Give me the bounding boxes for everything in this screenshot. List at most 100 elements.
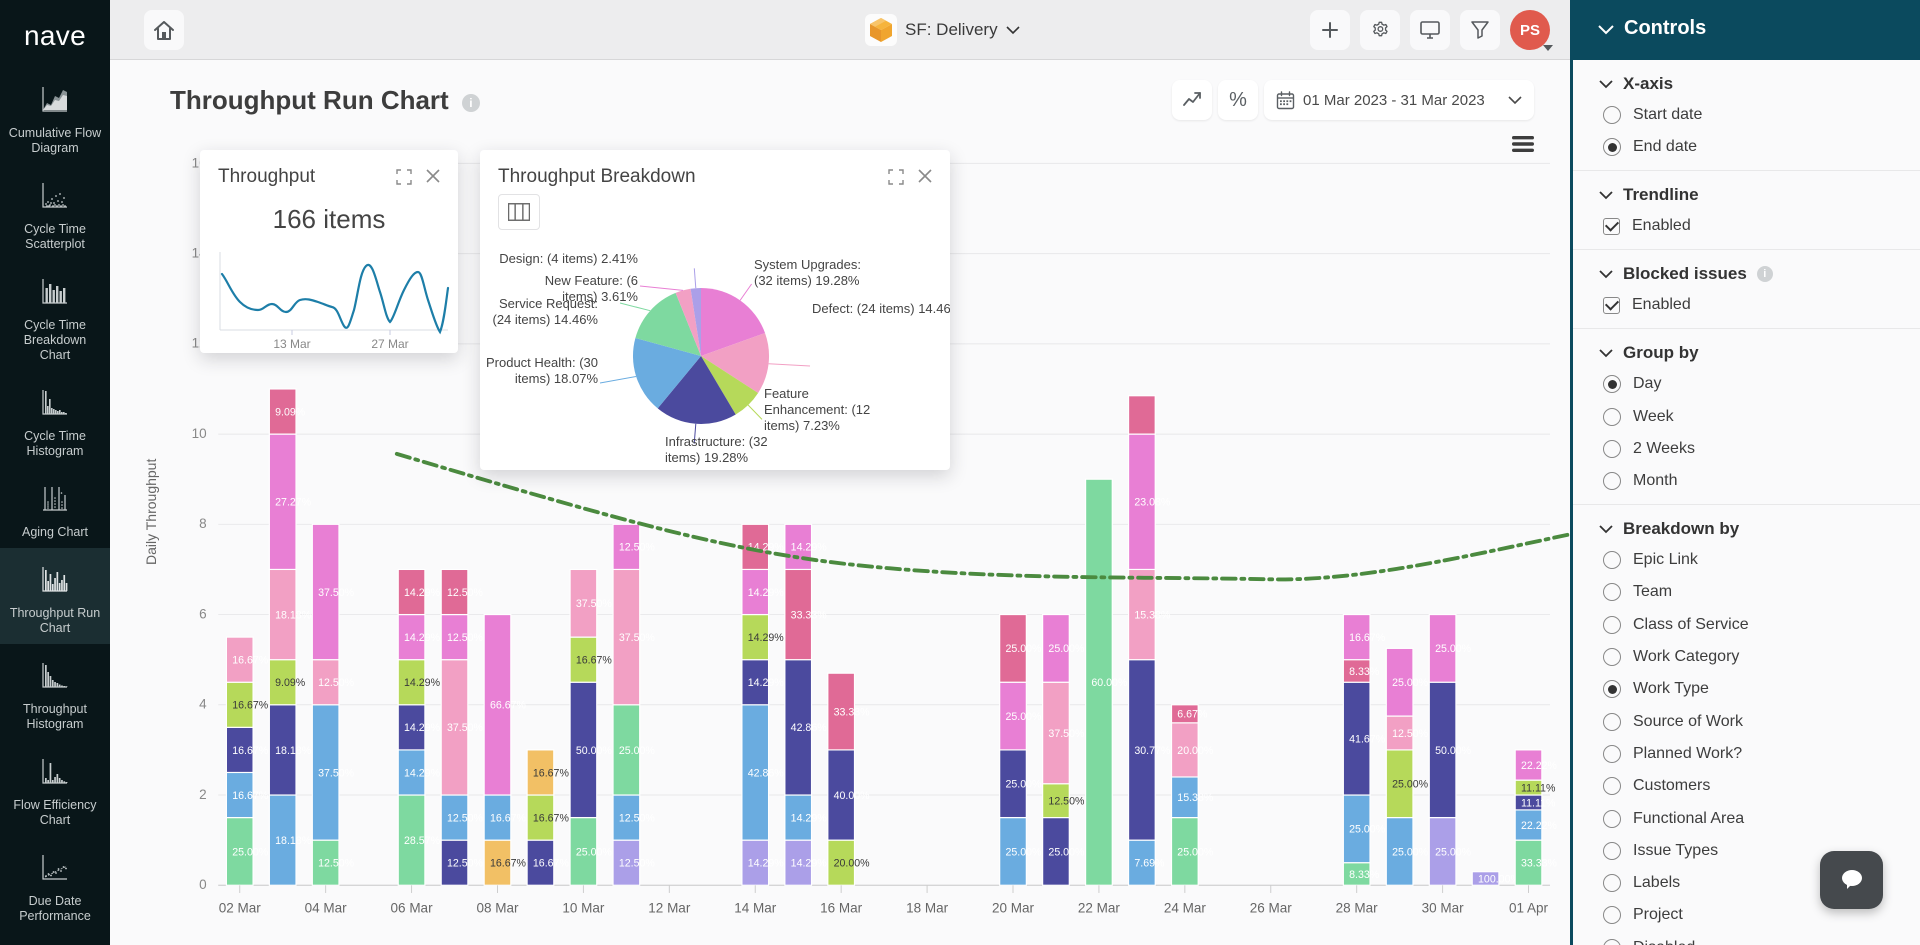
svg-text:66.67%: 66.67% (490, 700, 527, 712)
svg-text:16.67%: 16.67% (533, 812, 570, 824)
svg-text:18.18%: 18.18% (275, 835, 312, 847)
svg-text:Product Health: (30: Product Health: (30 (486, 355, 598, 370)
svg-text:12 Mar: 12 Mar (648, 900, 691, 915)
svg-text:25.00%: 25.00% (1435, 643, 1472, 655)
svg-text:11.11%: 11.11% (1521, 797, 1556, 809)
svg-text:11.11%: 11.11% (1521, 782, 1556, 794)
svg-text:25.00%: 25.00% (1005, 643, 1042, 655)
svg-text:24 Mar: 24 Mar (1164, 900, 1207, 915)
svg-text:12.50%: 12.50% (447, 812, 484, 824)
svg-text:25.00%: 25.00% (1435, 846, 1472, 858)
svg-text:22.22%: 22.22% (1521, 820, 1558, 832)
svg-text:items) 7.23%: items) 7.23% (764, 418, 840, 433)
svg-text:16.67%: 16.67% (576, 655, 613, 667)
svg-text:04 Mar: 04 Mar (305, 900, 348, 915)
svg-text:16.67%: 16.67% (232, 655, 269, 667)
svg-text:16.67%: 16.67% (232, 790, 269, 802)
svg-text:14.29%: 14.29% (791, 858, 828, 870)
svg-text:37.50%: 37.50% (318, 767, 355, 779)
svg-text:9.09%: 9.09% (275, 406, 306, 418)
svg-text:16.67%: 16.67% (490, 812, 527, 824)
svg-text:33.33%: 33.33% (1521, 858, 1558, 870)
svg-text:14.29%: 14.29% (404, 587, 441, 599)
svg-text:Service Request:: Service Request: (499, 296, 598, 311)
svg-text:50.00%: 50.00% (1435, 745, 1472, 757)
svg-text:New Feature: (6: New Feature: (6 (545, 273, 638, 288)
svg-text:25.00%: 25.00% (1349, 824, 1386, 836)
svg-text:37.50%: 37.50% (1048, 728, 1085, 740)
svg-text:25.00%: 25.00% (1392, 846, 1429, 858)
svg-text:14 Mar: 14 Mar (734, 900, 777, 915)
svg-text:16.67%: 16.67% (533, 858, 570, 870)
svg-text:Infrastructure: (32: Infrastructure: (32 (665, 434, 768, 449)
svg-text:02 Mar: 02 Mar (219, 900, 262, 915)
svg-text:14.29%: 14.29% (404, 632, 441, 644)
svg-text:25.00%: 25.00% (1392, 677, 1429, 689)
svg-text:25.00%: 25.00% (1392, 779, 1429, 791)
svg-text:25.00%: 25.00% (1005, 779, 1042, 791)
svg-text:41.67%: 41.67% (1349, 733, 1386, 745)
svg-text:14.29%: 14.29% (404, 767, 441, 779)
svg-text:12.50%: 12.50% (619, 812, 656, 824)
svg-text:25.00%: 25.00% (1005, 846, 1042, 858)
svg-text:25.00%: 25.00% (1048, 643, 1085, 655)
svg-text:12.50%: 12.50% (447, 858, 484, 870)
svg-text:33.33%: 33.33% (834, 706, 871, 718)
svg-text:37.50%: 37.50% (619, 632, 656, 644)
svg-text:28.57%: 28.57% (404, 835, 441, 847)
svg-text:16.67%: 16.67% (232, 745, 269, 757)
svg-text:28 Mar: 28 Mar (1336, 900, 1379, 915)
svg-text:14.29%: 14.29% (404, 722, 441, 734)
svg-text:42.86%: 42.86% (791, 722, 828, 734)
svg-text:25.00%: 25.00% (1005, 711, 1042, 723)
svg-text:30 Mar: 30 Mar (1422, 900, 1465, 915)
svg-text:25.00%: 25.00% (232, 846, 269, 858)
svg-text:Enhancement: (12: Enhancement: (12 (764, 402, 870, 417)
svg-text:14.29%: 14.29% (791, 812, 828, 824)
svg-text:16 Mar: 16 Mar (820, 900, 863, 915)
svg-text:13 Mar: 13 Mar (273, 337, 310, 351)
svg-text:16.67%: 16.67% (533, 767, 570, 779)
svg-text:15.38%: 15.38% (1177, 792, 1214, 804)
svg-text:100.00%: 100.00% (1478, 873, 1520, 885)
svg-text:6: 6 (199, 606, 207, 621)
svg-text:14.29%: 14.29% (404, 677, 441, 689)
svg-text:40.00%: 40.00% (834, 790, 871, 802)
svg-text:15.38%: 15.38% (1134, 609, 1171, 621)
svg-text:18.18%: 18.18% (275, 745, 312, 757)
svg-text:0: 0 (199, 877, 207, 892)
svg-text:22.22%: 22.22% (1521, 760, 1558, 772)
svg-text:items) 19.28%: items) 19.28% (665, 450, 749, 465)
svg-text:25.00%: 25.00% (619, 745, 656, 757)
svg-text:14.29%: 14.29% (748, 632, 785, 644)
svg-text:12.50%: 12.50% (447, 632, 484, 644)
svg-text:23.08%: 23.08% (1134, 497, 1171, 509)
svg-text:12.50%: 12.50% (318, 858, 355, 870)
svg-text:50.00%: 50.00% (576, 745, 613, 757)
svg-text:33.33%: 33.33% (791, 609, 828, 621)
svg-text:16.67%: 16.67% (232, 700, 269, 712)
svg-text:(24 items) 14.46%: (24 items) 14.46% (493, 312, 599, 327)
svg-text:42.86%: 42.86% (748, 767, 785, 779)
svg-text:8.33%: 8.33% (1349, 666, 1380, 678)
svg-text:14.29%: 14.29% (748, 587, 785, 599)
svg-text:(32 items) 19.28%: (32 items) 19.28% (754, 273, 860, 288)
svg-text:Feature: Feature (764, 386, 809, 401)
svg-text:12.50%: 12.50% (619, 542, 656, 554)
svg-text:6.67%: 6.67% (1177, 709, 1208, 721)
svg-text:60.00%: 60.00% (1091, 677, 1128, 689)
svg-text:4: 4 (199, 697, 207, 712)
svg-text:14.29%: 14.29% (748, 858, 785, 870)
svg-text:20.00%: 20.00% (1177, 745, 1214, 757)
svg-text:14.29%: 14.29% (791, 542, 828, 554)
svg-text:16.67%: 16.67% (490, 858, 527, 870)
svg-text:01 Apr: 01 Apr (1509, 900, 1549, 915)
svg-text:25.00%: 25.00% (576, 846, 613, 858)
svg-text:12.50%: 12.50% (318, 677, 355, 689)
svg-text:12.50%: 12.50% (1048, 796, 1085, 808)
svg-text:22 Mar: 22 Mar (1078, 900, 1121, 915)
svg-text:25.00%: 25.00% (1048, 846, 1085, 858)
svg-text:12.50%: 12.50% (1392, 728, 1429, 740)
svg-text:26 Mar: 26 Mar (1250, 900, 1293, 915)
svg-text:20.00%: 20.00% (834, 858, 871, 870)
